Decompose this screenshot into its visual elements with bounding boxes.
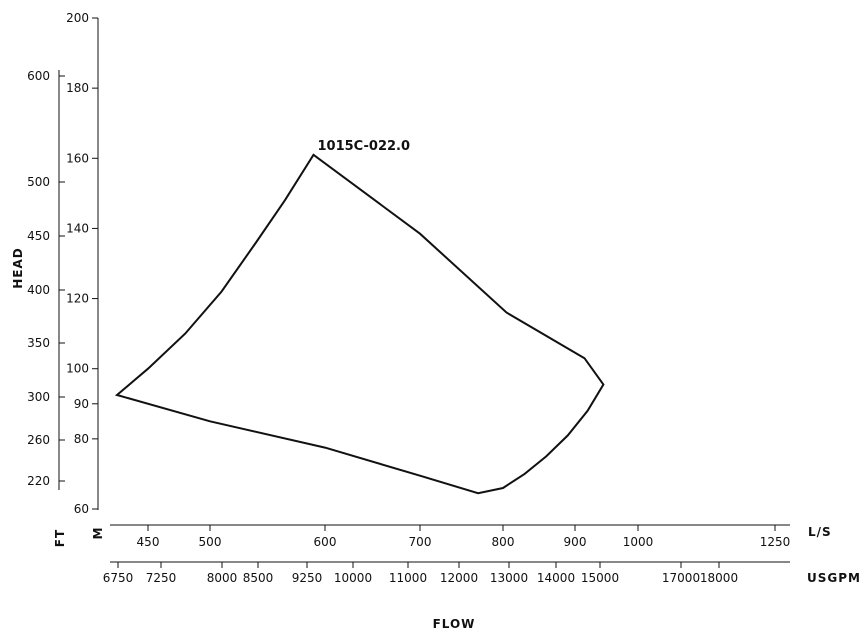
x-axis-ls-tick-label: 900 xyxy=(564,535,587,549)
y-axis-m-tick-label: 160 xyxy=(66,151,89,165)
x-axes: 450 500 600 700 800 900 1000 1250 6750 7250 8000 85… xyxy=(103,524,791,585)
x-axis-usgpm-tick-label: 7250 xyxy=(146,571,177,585)
y-axis-ft-tick-label: 350 xyxy=(27,336,50,350)
y-axis-title: HEAD xyxy=(11,247,25,289)
x-axis-usgpm-tick-label: 17000 xyxy=(662,571,700,585)
x-axis-title: FLOW xyxy=(433,617,476,631)
y-axis-ft-tick-label: 260 xyxy=(27,433,50,447)
x-axis-usgpm-tick-label: 14000 xyxy=(537,571,575,585)
y-axis-m-tick-label: 140 xyxy=(66,221,89,235)
y-axis-m-tick-label: 180 xyxy=(66,81,89,95)
y-axis-m-tick-label: 60 xyxy=(74,502,89,516)
y-axis-ft-tick-label: 450 xyxy=(27,229,50,243)
plot-area: 1015C-022.0 xyxy=(114,139,605,495)
y-axis-ft-tick-label: 500 xyxy=(27,175,50,189)
y-axis-ft-tick-label: 300 xyxy=(27,390,50,404)
x-axis-ls-tick-label: 450 xyxy=(137,535,160,549)
x-axis-usgpm-tick-label: 18000 xyxy=(700,571,738,585)
x-axis-ls-tick-label: 600 xyxy=(314,535,337,549)
y-axis-ft-tick-label: 220 xyxy=(27,474,50,488)
x-axis-usgpm-tick-label: 8500 xyxy=(243,571,274,585)
x-axis-ls-tick-label: 1000 xyxy=(623,535,654,549)
y-axis-m-tick-label: 100 xyxy=(66,362,89,376)
x-axis-ls-tick-label: 500 xyxy=(199,535,222,549)
y-axis-m-tick-label: 90 xyxy=(74,397,89,411)
x-axis-ls-tick-label: 800 xyxy=(492,535,515,549)
y-axes: 60 80 90 100 120 140 160 180 200 220 260 300 350 400 4… xyxy=(27,11,99,516)
x-axis-usgpm-unit: USGPM xyxy=(807,571,861,585)
y-axis-m-tick-label: 80 xyxy=(74,432,89,446)
x-axis-ls-unit: L/S xyxy=(808,525,832,539)
x-axis-usgpm-tick-label: 8000 xyxy=(207,571,238,585)
x-axis-usgpm-tick-label: 13000 xyxy=(490,571,528,585)
x-axis-usgpm-tick-label: 12000 xyxy=(440,571,478,585)
x-axis-usgpm-tick-label: 10000 xyxy=(334,571,372,585)
series-label: 1015C-022.0 xyxy=(318,139,411,154)
x-axis-usgpm-tick-label: 15000 xyxy=(581,571,619,585)
y-axis-ft-tick-label: 400 xyxy=(27,283,50,297)
x-axis-ls-tick-label: 1250 xyxy=(760,535,791,549)
x-axis-usgpm-tick-label: 6750 xyxy=(103,571,134,585)
x-axis-ls-tick-label: 700 xyxy=(409,535,432,549)
y-axis-m-unit: M xyxy=(91,527,105,540)
y-axis-ft-unit: FT xyxy=(53,529,67,547)
x-axis-usgpm-tick-label: 11000 xyxy=(389,571,427,585)
y-axis-m-tick-label: 120 xyxy=(66,292,89,306)
y-axis-m-tick-label: 200 xyxy=(66,11,89,25)
x-axis-usgpm-tick-label: 9250 xyxy=(292,571,323,585)
series-envelope-line xyxy=(114,153,605,495)
y-axis-ft-tick-label: 600 xyxy=(27,69,50,83)
